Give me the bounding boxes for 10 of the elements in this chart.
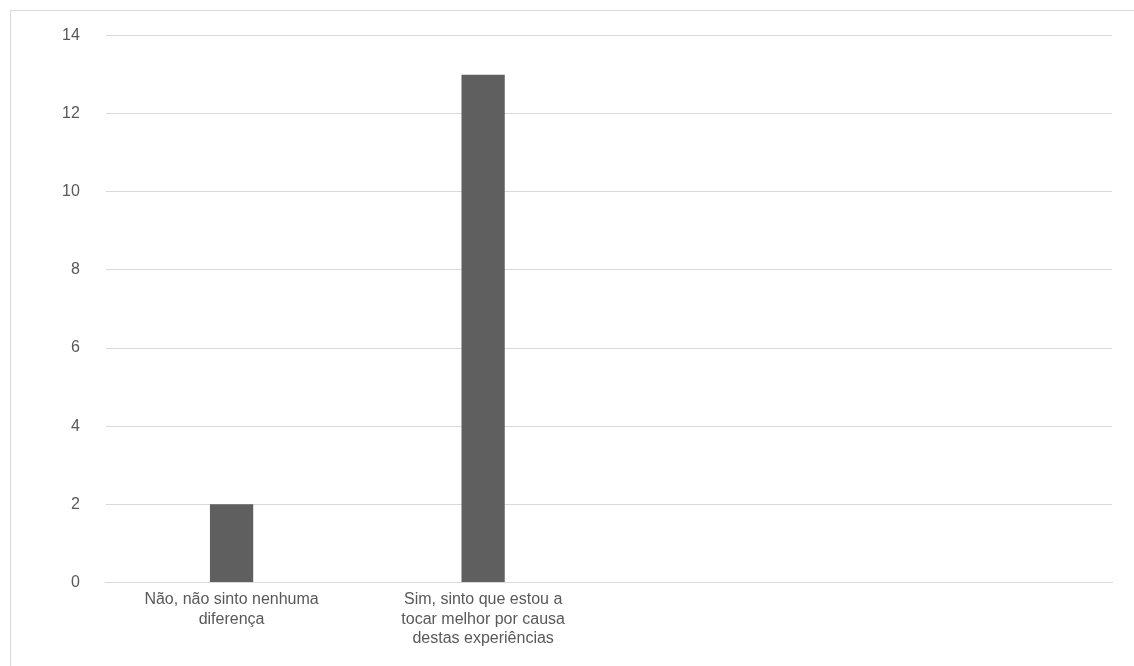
x-tick-label: Não, não sinto nenhuma diferença: [144, 590, 319, 627]
y-tick-label: 14: [62, 26, 80, 44]
x-tick-label: Sim, sinto que estou a tocar melhor por causa destas experiências: [401, 590, 566, 646]
y-tick-label: 6: [70, 338, 80, 356]
y-tick-label: 0: [70, 572, 80, 590]
y-tick-label: 10: [62, 182, 80, 200]
y-tick-label: 4: [70, 416, 80, 434]
y-tick-label: 12: [62, 104, 80, 122]
y-tick-label: 8: [70, 260, 80, 278]
y-tick-label: 2: [70, 494, 80, 512]
